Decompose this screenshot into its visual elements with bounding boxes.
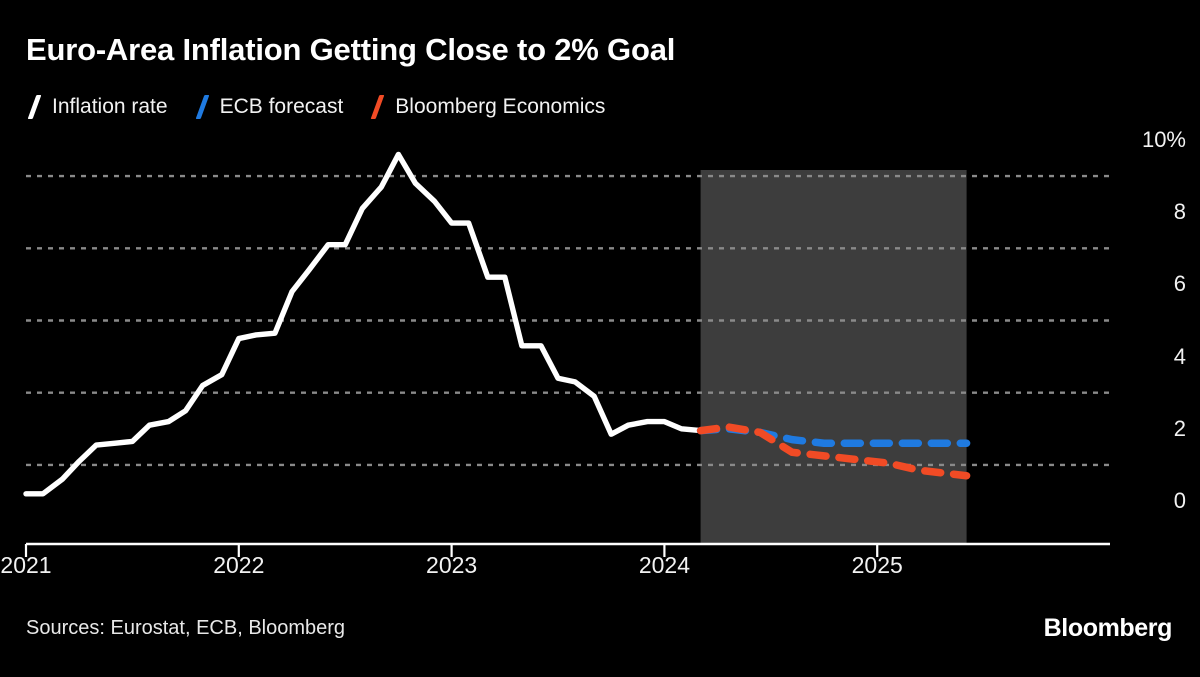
legend-label: Bloomberg Economics: [395, 95, 606, 118]
series-line-bloomberg-economics: [696, 423, 971, 480]
x-axis-tick-label: 2025: [851, 552, 903, 578]
x-axis-tick-label: 2021: [0, 552, 52, 578]
chart-sources: Sources: Eurostat, ECB, Bloomberg: [26, 617, 346, 639]
y-axis-tick-label: 0: [1173, 488, 1186, 513]
chart-plot-area: [23, 151, 1110, 557]
y-axis-tick-label: 2: [1173, 415, 1186, 441]
legend-item-bloomberg-economics[interactable]: Bloomberg Economics: [369, 96, 605, 117]
x-axis-tick-label: 2023: [426, 552, 478, 578]
legend-item-inflation-rate[interactable]: Inflation rate: [26, 96, 168, 117]
series-line-inflation-rate: [23, 151, 704, 497]
x-axis-tick-label: 2024: [638, 552, 690, 578]
bloomberg-logo: Bloomberg: [1043, 614, 1173, 642]
legend-item-ecb-forecast[interactable]: ECB forecast: [194, 96, 344, 117]
forecast-shaded-region: [700, 170, 967, 544]
y-axis-tick-label: 8: [1173, 199, 1186, 225]
legend-label: Inflation rate: [52, 95, 168, 118]
y-axis-tick-label: 10%: [1141, 127, 1186, 152]
chart-legend: Inflation rate ECB forecast Bloomberg Ec…: [26, 96, 631, 117]
y-axis-tick-label: 4: [1173, 343, 1186, 369]
legend-label: ECB forecast: [219, 95, 344, 118]
x-axis-tick-label: 2022: [213, 552, 265, 578]
y-axis-tick-label: 6: [1173, 271, 1186, 297]
chart-title: Euro-Area Inflation Getting Close to 2% …: [26, 32, 676, 67]
